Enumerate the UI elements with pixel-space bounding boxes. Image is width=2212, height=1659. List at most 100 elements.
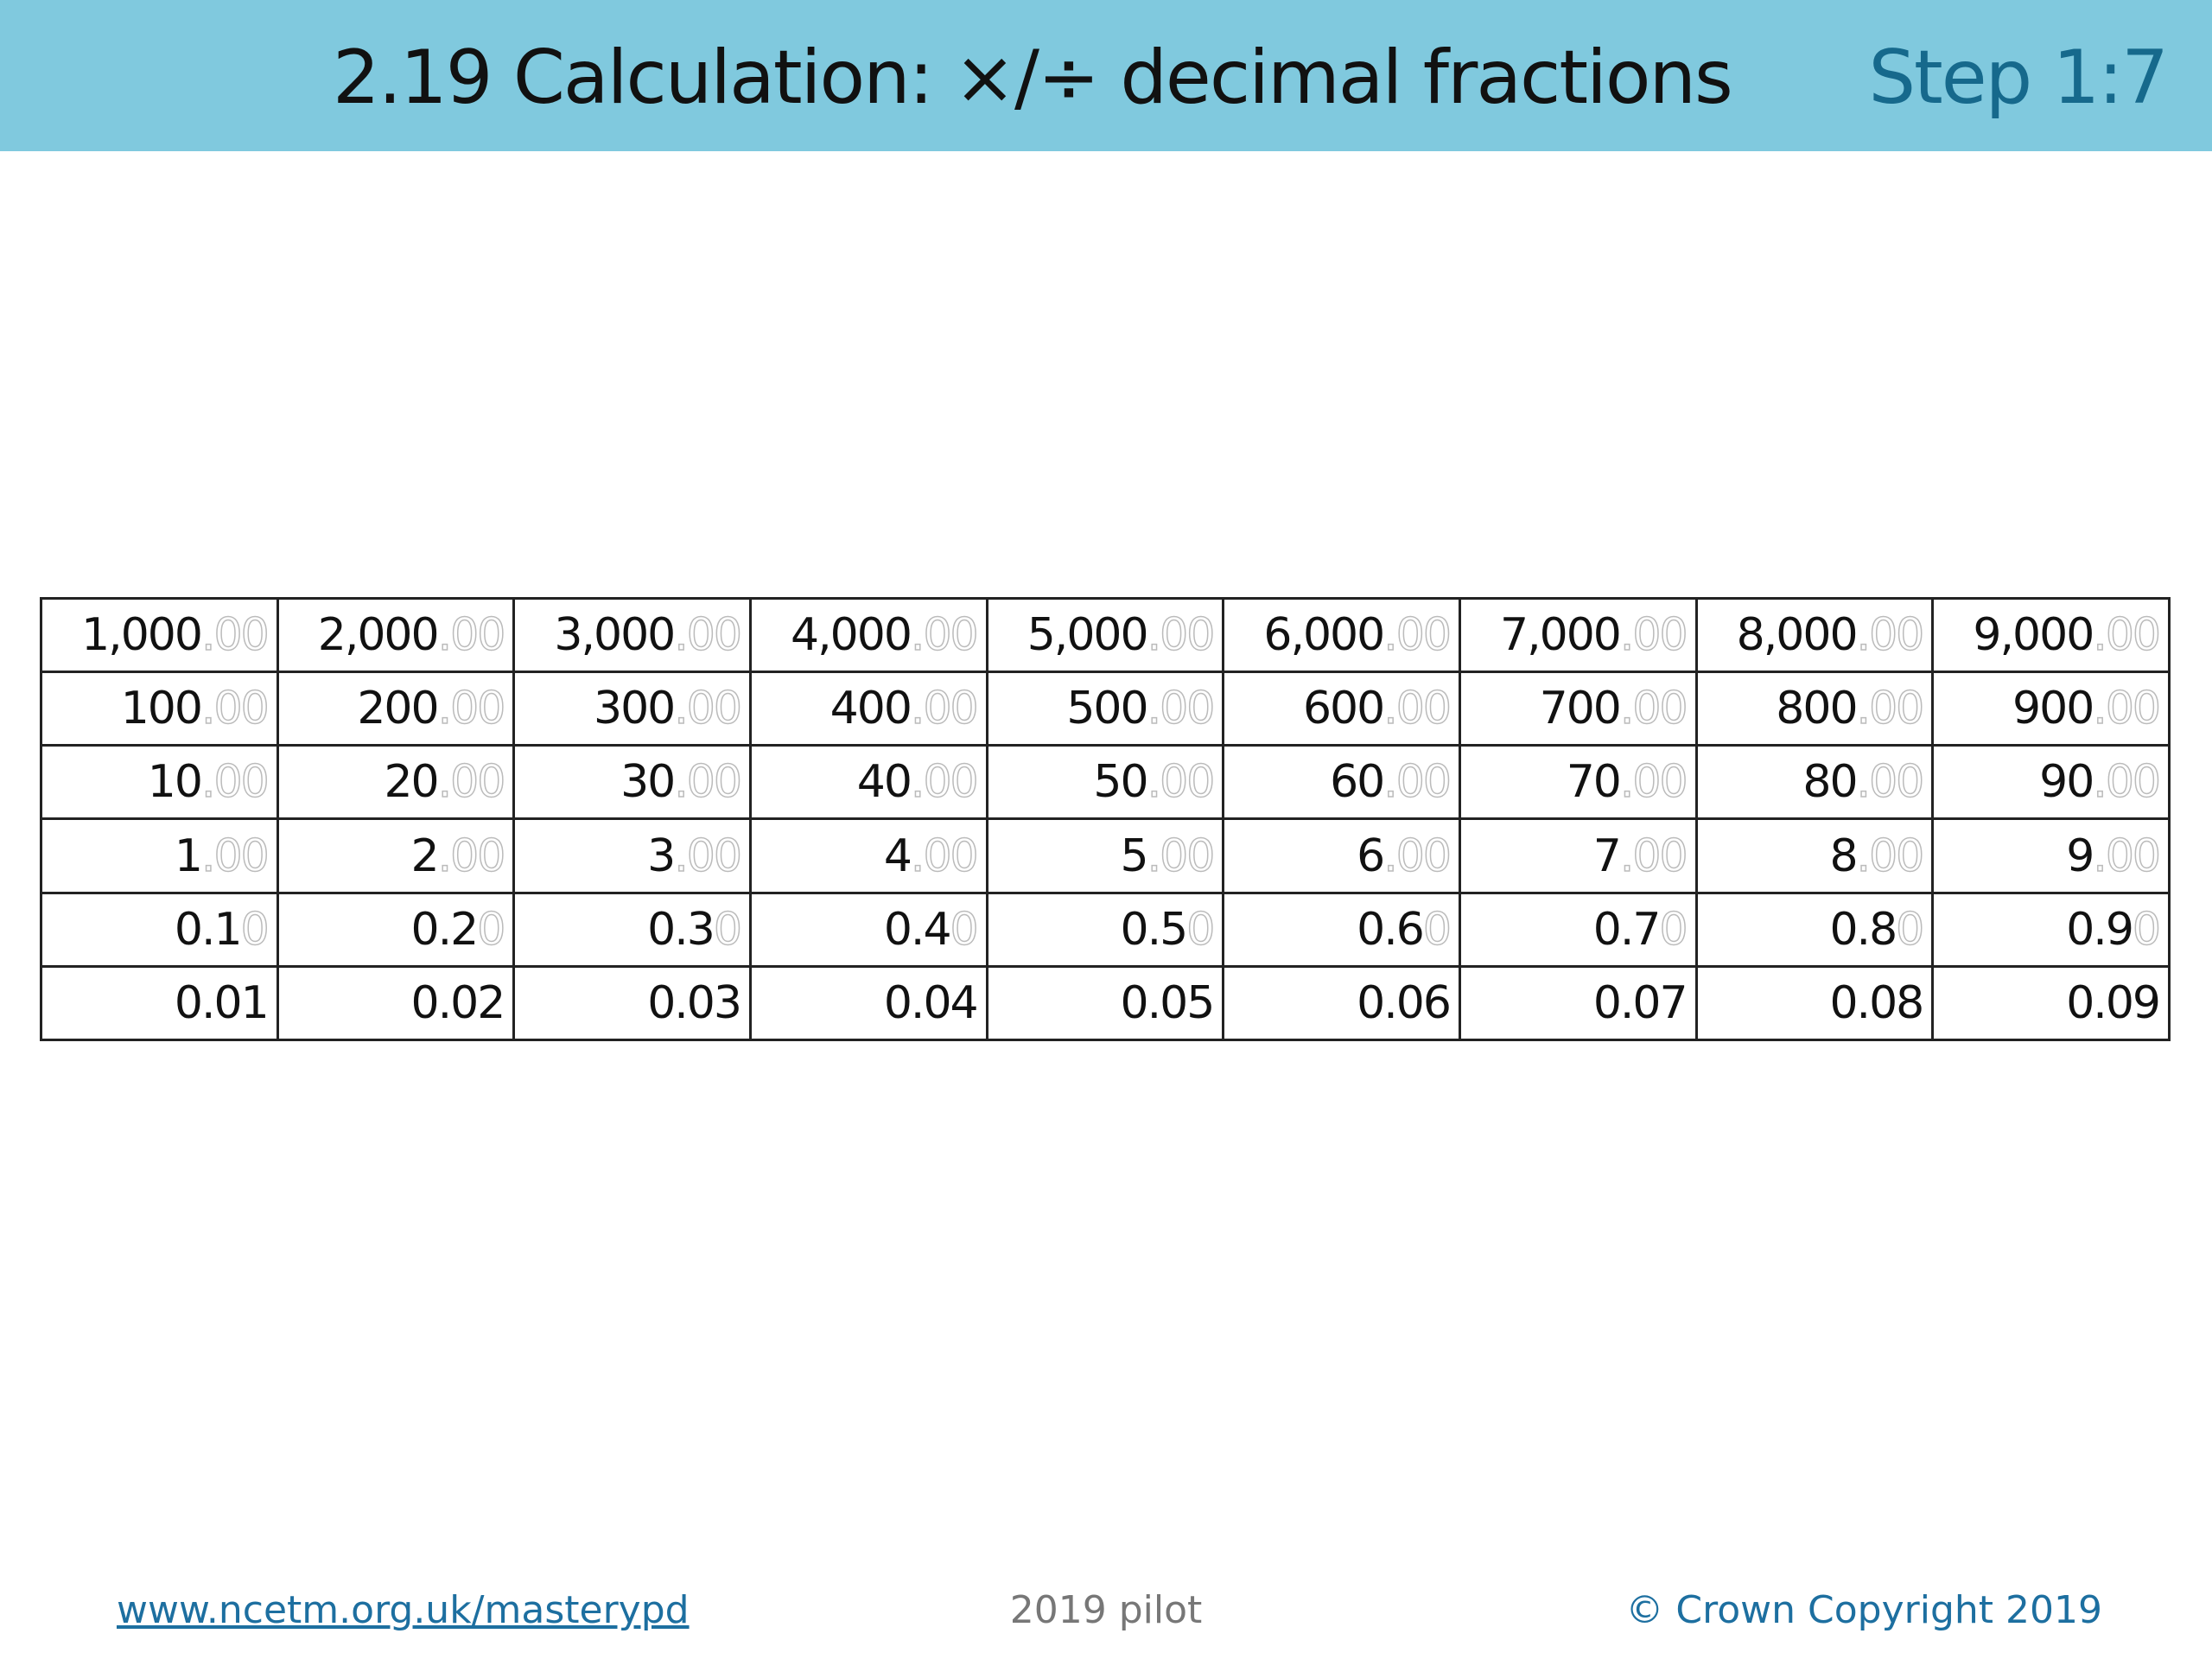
table-row: 0.01 0.02 0.03 0.04 0.05 0.06 0.07 0.08 0.09 — [40, 964, 2171, 1042]
cell-value: 0.7 — [1592, 903, 1662, 956]
table-cell: 5.00 — [985, 817, 1225, 894]
table-cell: 8,000.00 — [1694, 596, 1935, 674]
table-cell: 700.00 — [1458, 671, 1698, 747]
cell-ghost-digits: .00 — [437, 756, 506, 810]
cell-value: 9,000 — [1973, 609, 2094, 662]
cell-ghost-digits: .00 — [910, 608, 979, 662]
table-cell: 0.03 — [512, 964, 752, 1042]
cell-ghost-digits: .00 — [1856, 756, 1925, 810]
cell-value: 0.04 — [883, 976, 979, 1029]
cell-value: 6 — [1357, 830, 1385, 882]
cell-value: 1,000 — [81, 609, 203, 662]
cell-value: 0.09 — [2066, 976, 2161, 1029]
cell-ghost-digits: .00 — [200, 608, 270, 662]
cell-ghost-digits: 0 — [1895, 903, 1925, 957]
table-cell: 0.08 — [1694, 964, 1935, 1042]
cell-value: 0.02 — [410, 976, 506, 1029]
table-row: 1,000.00 2,000.00 3,000.00 4,000.00 5,000.00… — [40, 596, 2171, 674]
cell-ghost-digits: .00 — [2093, 830, 2162, 883]
cell-ghost-digits: 0 — [950, 903, 980, 957]
cell-ghost-digits: .00 — [1382, 682, 1452, 735]
cell-ghost-digits: .00 — [200, 682, 270, 735]
cell-value: 8,000 — [1736, 609, 1859, 662]
cell-value: 3 — [647, 830, 676, 882]
table-cell: 0.70 — [1458, 891, 1698, 968]
table-row: 1.00 2.00 3.00 4.00 5.00 6.00 7.00 8.00 9.00 — [40, 817, 2171, 894]
cell-value: 0.08 — [1829, 976, 1924, 1029]
footer-link[interactable]: www.ncetm.org.uk/masterypd — [117, 1588, 690, 1632]
cell-value: 0.6 — [1357, 903, 1425, 956]
cell-value: 6,000 — [1263, 609, 1385, 662]
cell-ghost-digits: 0 — [1185, 903, 1216, 957]
cell-value: 40 — [856, 756, 912, 809]
table-cell: 9,000.00 — [1931, 596, 2171, 674]
table-cell: 4,000.00 — [748, 596, 988, 674]
table-cell: 900.00 — [1931, 671, 2171, 747]
table-row: 100.00 200.00 300.00 400.00 500.00 600.00 700.… — [40, 671, 2171, 747]
cell-value: 0.8 — [1829, 903, 1897, 956]
table-cell: 0.07 — [1458, 964, 1698, 1042]
cell-value: 30 — [620, 756, 676, 809]
table-cell: 10.00 — [40, 744, 279, 821]
table-cell: 5,000.00 — [985, 596, 1225, 674]
cell-ghost-digits: .00 — [1147, 756, 1216, 810]
table-cell: 6.00 — [1222, 817, 1461, 894]
cell-value: 50 — [1093, 756, 1148, 809]
cell-ghost-digits: .00 — [437, 830, 506, 883]
cell-ghost-digits: .00 — [674, 608, 743, 662]
cell-value: 800 — [1776, 683, 1858, 735]
table-cell: 50.00 — [985, 744, 1225, 821]
table-cell: 200.00 — [276, 671, 516, 747]
cell-value: 0.05 — [1120, 976, 1216, 1029]
table-cell: 0.10 — [40, 891, 279, 968]
table-cell: 600.00 — [1222, 671, 1461, 747]
table-cell: 0.90 — [1931, 891, 2171, 968]
cell-ghost-digits: .00 — [2093, 682, 2162, 735]
cell-value: 7 — [1592, 830, 1622, 882]
step-label: Step 1:7 — [1868, 35, 2169, 121]
cell-ghost-digits: 0 — [2132, 903, 2162, 957]
cell-ghost-digits: .00 — [437, 608, 506, 662]
cell-value: 0.1 — [174, 903, 243, 956]
cell-ghost-digits: .00 — [674, 830, 743, 883]
table-cell: 40.00 — [748, 744, 988, 821]
table-cell: 0.20 — [276, 891, 516, 968]
cell-value: 400 — [830, 683, 912, 735]
table-cell: 0.02 — [276, 964, 516, 1042]
table-cell: 400.00 — [748, 671, 988, 747]
table-cell: 2,000.00 — [276, 596, 516, 674]
cell-ghost-digits: .00 — [674, 756, 743, 810]
cell-ghost-digits: 0 — [240, 903, 270, 957]
table-row: 0.10 0.20 0.30 0.40 0.50 0.60 0.70 0.80 0.90 — [40, 891, 2171, 968]
cell-ghost-digits: .00 — [1147, 682, 1216, 735]
table-cell: 0.40 — [748, 891, 988, 968]
table-cell: 60.00 — [1222, 744, 1461, 821]
cell-ghost-digits: .00 — [1856, 682, 1925, 735]
cell-ghost-digits: .00 — [1619, 830, 1688, 883]
cell-value: 4,000 — [791, 609, 912, 662]
cell-ghost-digits: .00 — [2093, 608, 2162, 662]
cell-value: 700 — [1539, 683, 1622, 735]
cell-value: 5 — [1120, 830, 1148, 882]
table-cell: 8.00 — [1694, 817, 1935, 894]
table-cell: 2.00 — [276, 817, 516, 894]
cell-value: 0.9 — [2066, 903, 2134, 956]
copyright: © Crown Copyright 2019 — [1625, 1588, 2102, 1632]
table-row: 10.00 20.00 30.00 40.00 50.00 60.00 70.00 80.00… — [40, 744, 2171, 821]
cell-value: 200 — [357, 683, 439, 735]
table-cell: 500.00 — [985, 671, 1225, 747]
table-cell: 1,000.00 — [40, 596, 279, 674]
table-cell: 80.00 — [1694, 744, 1935, 821]
table-cell: 9.00 — [1931, 817, 2171, 894]
cell-value: 0.01 — [174, 976, 270, 1029]
cell-value: 10 — [147, 756, 203, 809]
table-cell: 0.09 — [1931, 964, 2171, 1042]
table-cell: 0.01 — [40, 964, 279, 1042]
cell-value: 0.3 — [647, 903, 715, 956]
cell-value: 3,000 — [554, 609, 676, 662]
cell-ghost-digits: .00 — [1619, 682, 1688, 735]
cell-value: 2 — [410, 830, 440, 882]
cell-value: 80 — [1802, 756, 1858, 809]
cell-ghost-digits: .00 — [1382, 608, 1452, 662]
cell-ghost-digits: 0 — [1422, 903, 1452, 957]
